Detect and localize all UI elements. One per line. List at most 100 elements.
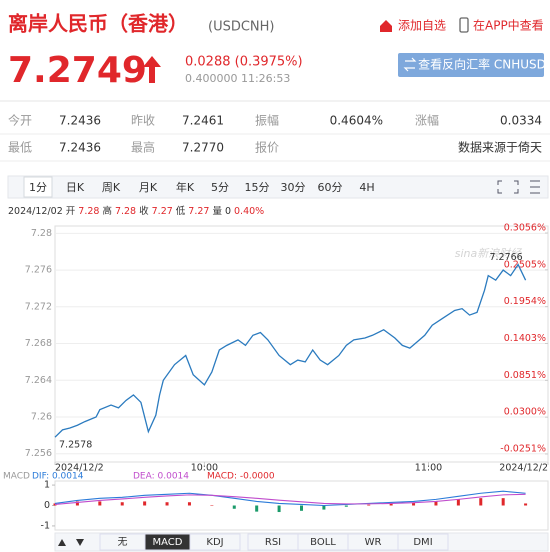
y-tick-label: -1 (41, 520, 50, 531)
y-tick-label: 1 (44, 480, 50, 491)
x-tick-label: 2024/12/2 (499, 463, 548, 474)
reverse-button-label[interactable]: 查看反向汇率 CNHUSD (418, 57, 546, 72)
phone-icon (459, 17, 469, 33)
legend-entry: DEA: 0.0014 (133, 472, 189, 482)
info-segment: 0.40% (234, 206, 264, 217)
macd-bar (120, 502, 124, 506)
indicator[interactable]: KDJ (206, 537, 223, 548)
tab[interactable]: 30分 (281, 181, 306, 194)
macd-bar (232, 505, 236, 509)
y2-tick-label: 0.1954% (504, 296, 546, 307)
y-tick-label: 7.272 (25, 301, 52, 312)
macd-bar (165, 502, 169, 506)
indicator[interactable]: DMI (413, 537, 432, 548)
info-line: 2024/12/02 开 7.28 高 7.28 收 7.27 低 7.27 量 0 0.40% (8, 205, 264, 217)
y-tick-label: 7.264 (25, 375, 52, 386)
price-line (54, 263, 527, 438)
tab[interactable]: 4H (359, 181, 374, 194)
stat-value: 0.0334 (500, 114, 542, 128)
macd-line (54, 493, 526, 506)
macd-bar (367, 504, 371, 506)
change: 0.0288 (0.3975%) (185, 55, 303, 70)
tab-selected (23, 176, 53, 198)
macd-bar (210, 505, 214, 506)
title: 离岸人民币（香港） (8, 12, 188, 36)
y2-tick-label: 0.1403% (504, 333, 546, 344)
macd-bar (322, 505, 326, 510)
stat-value: 0.4604% (330, 114, 383, 128)
info-segment: 开 (66, 206, 76, 217)
tab[interactable]: 5分 (211, 181, 229, 194)
legend-entry: DIF: 0.0014 (32, 472, 84, 482)
tab[interactable]: 60分 (318, 181, 343, 194)
stat-label: 最低 (8, 141, 32, 155)
tab-bar (7, 175, 549, 199)
indicator[interactable]: BOLL (310, 537, 336, 548)
info-segment: 量 (212, 206, 222, 217)
y-tick-label: 7.26 (31, 412, 52, 423)
macd-bar (389, 503, 393, 506)
indicator[interactable]: 无 (118, 537, 128, 548)
reverse-button[interactable] (398, 53, 544, 77)
info-segment: 0 (225, 206, 231, 217)
macd-bar (456, 499, 460, 506)
macd-bar (255, 505, 259, 512)
quote-detail: 0.400000 11:26:53 (185, 72, 290, 85)
y-tick-label: 0 (44, 500, 50, 511)
tab[interactable]: 15分 (245, 181, 270, 194)
y2-tick-label: 0.0300% (504, 407, 546, 418)
price: 7.2749 (8, 50, 147, 91)
info-segment: 7.28 (78, 206, 99, 217)
tab[interactable]: 月K (139, 181, 158, 194)
info-segment: 高 (102, 205, 112, 217)
watch-icon-shape (380, 20, 392, 32)
macd-bar (143, 501, 147, 506)
stat-label: 最高 (131, 140, 155, 155)
info-segment: 7.27 (152, 206, 173, 217)
high-label: 7.2766 (489, 252, 522, 263)
tab[interactable]: 1分 (29, 181, 47, 194)
stat-value: 数据来源于倚天 (458, 140, 542, 155)
info-segment: 低 (176, 205, 186, 217)
stat-value: 7.2436 (59, 114, 101, 128)
low-label: 7.2578 (59, 440, 92, 451)
macd-bar (187, 502, 191, 506)
stat-label: 报价 (255, 140, 279, 155)
watermark: sina新浪财经 (455, 247, 522, 260)
stat-label: 今开 (8, 113, 32, 128)
legend-entry: MACD: -0.0000 (207, 472, 275, 482)
menu-icon[interactable] (530, 180, 540, 194)
macd-bar (524, 503, 528, 506)
stat-value: 7.2770 (182, 141, 224, 155)
tab[interactable]: 日K (66, 181, 85, 194)
swap-icon (403, 57, 417, 72)
info-segment: 7.28 (115, 206, 136, 217)
indicator[interactable]: WR (365, 537, 382, 548)
info-segment: 7.27 (188, 206, 209, 217)
y-tick-label: 7.268 (25, 338, 52, 349)
macd-bar (75, 501, 79, 506)
stat-label: 振幅 (255, 113, 279, 128)
fullscreen-icon[interactable] (497, 180, 519, 194)
macd-line (54, 490, 526, 507)
app-view[interactable]: 在APP中查看 (473, 18, 544, 33)
scroll-up[interactable] (58, 539, 66, 546)
indicator[interactable]: RSI (265, 537, 281, 548)
info-segment: 收 (139, 205, 149, 217)
indicator[interactable]: MACD (153, 537, 183, 548)
y-tick-label: 7.276 (25, 265, 52, 276)
macd-bar (300, 505, 303, 511)
stat-label: 涨幅 (415, 113, 439, 128)
tab[interactable]: 年K (176, 180, 195, 194)
scroll-down[interactable] (76, 539, 84, 546)
tab[interactable]: 周K (102, 181, 121, 194)
x-tick-label: 2024/12/2 (55, 463, 104, 474)
watch-icon[interactable] (380, 20, 392, 32)
stat-value: 7.2436 (59, 141, 101, 155)
macd-bar (344, 505, 348, 507)
y2-tick-label: 0.2505% (504, 259, 546, 270)
stat-label: 昨收 (131, 114, 155, 128)
add-watch[interactable]: 添加自选 (398, 19, 446, 33)
y2-tick-label: 0.0851% (504, 370, 546, 381)
